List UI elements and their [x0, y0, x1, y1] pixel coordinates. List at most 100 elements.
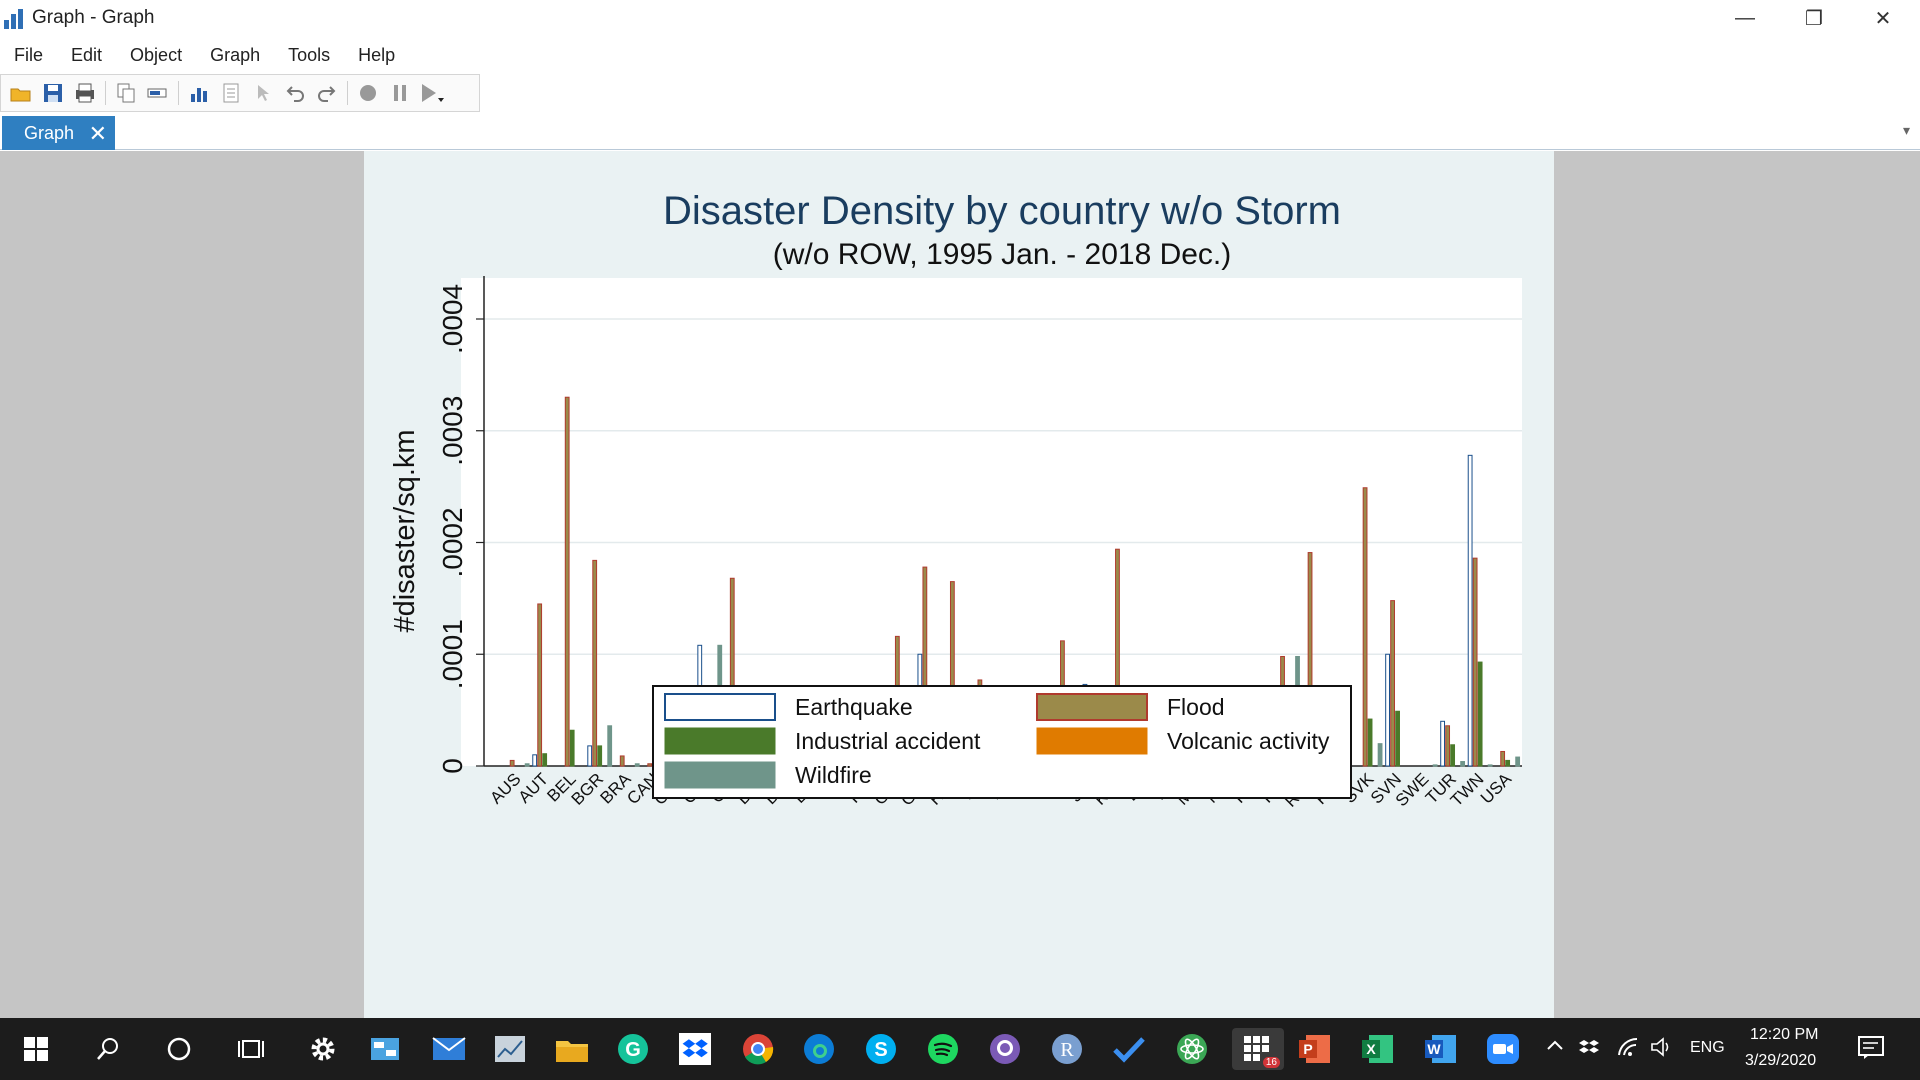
show-hidden-icons-icon[interactable]	[1545, 1036, 1565, 1061]
language-indicator[interactable]: ENG	[1690, 1039, 1725, 1056]
bar-flood	[619, 755, 625, 767]
y-tick-label: 0	[437, 758, 468, 774]
bar-flood	[647, 763, 653, 767]
mail-icon[interactable]	[428, 1028, 470, 1070]
grammarly-icon[interactable]: G	[612, 1028, 654, 1070]
record-icon[interactable]	[352, 77, 384, 109]
graph-app-icon	[4, 7, 26, 29]
r-icon[interactable]: R	[1046, 1028, 1088, 1070]
bar-flood	[1390, 600, 1395, 767]
tab-graph[interactable]: Graph ✕	[2, 116, 115, 150]
dropbox-tray-icon[interactable]	[1578, 1037, 1600, 1062]
legend-label: Wildfire	[795, 762, 872, 788]
menu-edit[interactable]: Edit	[71, 44, 103, 65]
bar-wildfire	[1487, 764, 1493, 767]
file-explorer-icon[interactable]	[551, 1028, 593, 1070]
menu-object[interactable]: Object	[130, 44, 183, 65]
notification-badge: 16	[1262, 1057, 1280, 1068]
task-view-icon[interactable]	[230, 1028, 272, 1070]
atom-icon[interactable]	[1171, 1028, 1213, 1070]
document-tab-bar: Graph ✕ ▾	[0, 116, 1920, 150]
bar-industrial-accident	[597, 745, 603, 767]
start-icon[interactable]	[15, 1028, 57, 1070]
toolbar-separator	[178, 81, 179, 105]
rename-icon[interactable]	[142, 77, 174, 109]
bar-industrial-accident	[569, 729, 575, 767]
bar-industrial-accident	[1450, 744, 1456, 767]
maximize-button[interactable]: ❐	[1805, 7, 1823, 30]
y-tick-label: .0002	[437, 507, 468, 577]
bar-earthquake	[1440, 720, 1446, 767]
bar-industrial-accident	[1367, 718, 1373, 767]
plot-area	[461, 278, 1522, 766]
legend-swatch	[1036, 693, 1148, 721]
legend-label: Flood	[1167, 694, 1225, 720]
bar-industrial-accident	[1505, 759, 1511, 767]
save-icon[interactable]	[37, 77, 69, 109]
y-tick-label: .0004	[437, 284, 468, 354]
legend-swatch	[664, 693, 776, 721]
spotify-icon[interactable]	[922, 1028, 964, 1070]
bar-flood	[1500, 750, 1506, 767]
clock-date[interactable]: 3/29/2020	[1745, 1052, 1817, 1069]
graph-editor-icon[interactable]	[183, 77, 215, 109]
graph-workspace: Disaster Density by country w/o Storm (w/…	[0, 151, 1920, 1018]
y-tick-label: .0001	[437, 619, 468, 689]
menu-bar: File Edit Object Graph Tools Help	[0, 40, 409, 70]
minimize-button[interactable]: —	[1735, 6, 1755, 29]
menu-graph[interactable]: Graph	[210, 44, 261, 65]
undo-icon[interactable]	[279, 77, 311, 109]
skype-icon[interactable]: S	[860, 1028, 902, 1070]
control-panel-icon[interactable]	[364, 1028, 406, 1070]
github-icon[interactable]	[984, 1028, 1026, 1070]
bar-earthquake	[587, 745, 593, 767]
menu-tools[interactable]: Tools	[288, 44, 331, 65]
tab-list-dropdown-icon[interactable]: ▾	[1902, 122, 1910, 138]
chart-title: Disaster Density by country w/o Storm	[663, 189, 1341, 233]
close-button[interactable]: ✕	[1874, 7, 1892, 30]
pointer-icon[interactable]	[247, 77, 279, 109]
redo-icon[interactable]	[311, 77, 343, 109]
notifications-icon[interactable]	[1858, 1036, 1884, 1065]
cortana-icon[interactable]	[158, 1028, 200, 1070]
settings-icon[interactable]	[302, 1028, 344, 1070]
legend-swatch	[1036, 727, 1148, 755]
pause-icon[interactable]	[384, 77, 416, 109]
open-icon[interactable]	[5, 77, 37, 109]
legend-swatch	[664, 761, 776, 789]
dropbox-icon[interactable]	[674, 1028, 716, 1070]
copy-icon[interactable]	[110, 77, 142, 109]
powerpoint-icon[interactable]: P	[1294, 1028, 1336, 1070]
volume-icon[interactable]	[1650, 1037, 1674, 1062]
bar-flood	[1445, 725, 1451, 767]
svg-text:W: W	[1427, 1041, 1441, 1057]
clock-time[interactable]: 12:20 PM	[1750, 1026, 1819, 1043]
menu-help[interactable]: Help	[358, 44, 396, 65]
bar-industrial-accident	[1395, 710, 1400, 767]
play-icon[interactable]	[416, 77, 448, 109]
print-icon[interactable]	[69, 77, 101, 109]
graph-app-icon[interactable]: 16	[1232, 1028, 1284, 1070]
tab-label: Graph	[24, 122, 75, 143]
bar-flood	[592, 559, 598, 767]
edge-icon[interactable]	[798, 1028, 840, 1070]
todo-icon[interactable]	[1108, 1028, 1150, 1070]
tab-close-icon[interactable]: ✕	[88, 121, 107, 146]
network-icon[interactable]	[1617, 1037, 1641, 1062]
legend-label: Industrial accident	[795, 728, 981, 754]
stata-icon[interactable]	[489, 1028, 531, 1070]
menu-file[interactable]: File	[14, 44, 44, 65]
excel-icon[interactable]: X	[1357, 1028, 1399, 1070]
bar-earthquake	[1467, 454, 1473, 767]
search-icon[interactable]	[87, 1028, 129, 1070]
word-icon[interactable]: W	[1420, 1028, 1462, 1070]
window-title: Graph - Graph	[32, 7, 155, 28]
bar-chart: Disaster Density by country w/o Storm (w/…	[389, 189, 1522, 811]
properties-icon[interactable]	[215, 77, 247, 109]
bar-wildfire	[634, 763, 640, 767]
chrome-icon[interactable]	[737, 1028, 779, 1070]
zoom-icon[interactable]	[1482, 1028, 1524, 1070]
bar-earthquake	[532, 754, 538, 767]
toolbar-separator	[105, 81, 106, 105]
